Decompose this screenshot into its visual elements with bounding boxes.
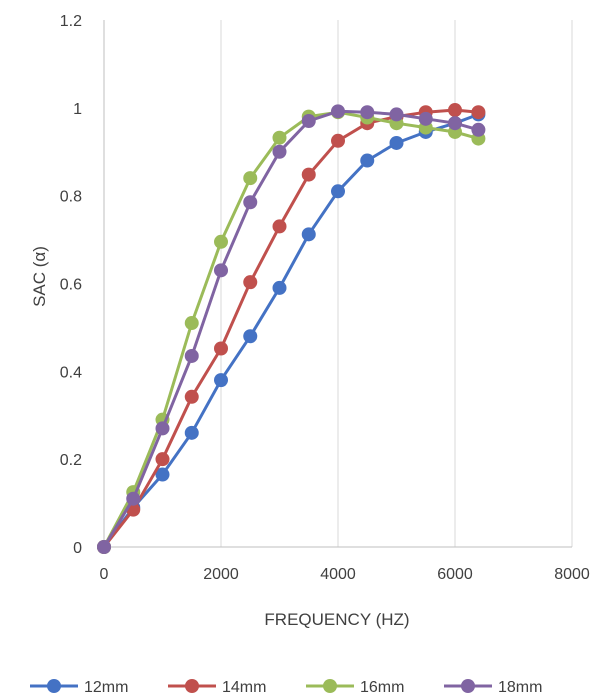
data-point-18mm xyxy=(418,111,433,126)
data-point-18mm xyxy=(97,540,111,554)
legend-marker-18mm xyxy=(461,679,475,693)
legend-item-12mm: 12mm xyxy=(30,679,128,696)
data-point-14mm xyxy=(155,452,170,467)
data-point-12mm xyxy=(331,184,345,199)
y-tick-labels: 0 0.2 0.4 0.6 0.8 1 1.2 xyxy=(60,13,82,557)
data-point-18mm xyxy=(301,114,316,129)
data-point-14mm xyxy=(331,133,345,148)
data-point-18mm xyxy=(272,144,287,159)
series-line-14mm xyxy=(102,108,480,549)
series-14mm xyxy=(97,103,486,554)
data-point-16mm xyxy=(184,316,199,331)
data-point-18mm xyxy=(214,263,228,278)
series-group xyxy=(97,103,486,554)
y-tick-label: 0.2 xyxy=(60,452,82,469)
data-point-18mm xyxy=(448,116,462,131)
data-point-14mm xyxy=(184,389,199,404)
data-point-18mm xyxy=(155,421,170,436)
data-point-12mm xyxy=(360,153,375,168)
data-point-12mm xyxy=(243,329,258,344)
data-point-18mm xyxy=(243,195,258,210)
data-point-18mm xyxy=(331,104,345,119)
series-line-12mm xyxy=(102,112,480,549)
data-point-12mm xyxy=(301,227,316,242)
y-tick-label: 0.6 xyxy=(60,277,82,294)
data-point-16mm xyxy=(272,130,287,145)
legend-item-14mm: 14mm xyxy=(168,679,266,696)
legend-item-16mm: 16mm xyxy=(306,679,404,696)
data-point-18mm xyxy=(184,348,199,363)
data-point-18mm xyxy=(389,107,404,122)
legend-label-14mm: 14mm xyxy=(222,679,266,696)
series-18mm xyxy=(97,104,486,554)
data-point-12mm xyxy=(184,425,199,440)
data-point-18mm xyxy=(471,122,486,137)
legend-item-18mm: 18mm xyxy=(444,679,542,696)
series-16mm xyxy=(97,105,486,554)
data-point-14mm xyxy=(272,219,287,234)
legend-label-16mm: 16mm xyxy=(360,679,404,696)
legend-label-12mm: 12mm xyxy=(84,679,128,696)
x-tick-label: 0 xyxy=(100,566,109,583)
data-point-14mm xyxy=(214,341,228,356)
y-axis-title: SAC (α) xyxy=(30,246,49,307)
data-point-12mm xyxy=(155,467,170,482)
y-tick-label: 1.2 xyxy=(60,13,82,30)
legend-label-18mm: 18mm xyxy=(498,679,542,696)
x-axis-title: FREQUENCY (HZ) xyxy=(264,610,409,629)
x-tick-label: 8000 xyxy=(554,566,590,583)
y-tick-label: 0.8 xyxy=(60,189,82,206)
data-point-14mm xyxy=(471,105,486,120)
y-tick-label: 1 xyxy=(73,101,82,118)
legend-marker-16mm xyxy=(323,679,337,693)
legend: 12mm 14mm 16mm 18mm xyxy=(30,679,542,696)
series-12mm xyxy=(97,107,486,554)
data-point-12mm xyxy=(272,280,287,295)
y-tick-label: 0 xyxy=(73,540,82,557)
axes xyxy=(103,20,572,548)
x-tick-label: 4000 xyxy=(320,566,356,583)
data-point-14mm xyxy=(301,167,316,182)
data-point-14mm xyxy=(448,103,462,118)
data-point-16mm xyxy=(243,171,258,186)
data-point-18mm xyxy=(360,105,375,120)
grid-lines xyxy=(220,20,573,547)
legend-marker-14mm xyxy=(185,679,199,693)
legend-marker-12mm xyxy=(47,679,61,693)
data-point-16mm xyxy=(214,234,228,249)
series-line-16mm xyxy=(102,110,480,549)
series-line-18mm xyxy=(102,109,480,549)
data-point-18mm xyxy=(126,491,141,506)
y-tick-label: 0.4 xyxy=(60,364,82,381)
x-tick-labels: 0 2000 4000 6000 8000 xyxy=(100,566,590,583)
data-point-14mm xyxy=(243,275,258,290)
x-tick-label: 2000 xyxy=(203,566,239,583)
x-tick-label: 6000 xyxy=(437,566,473,583)
data-point-12mm xyxy=(214,373,228,388)
data-point-12mm xyxy=(389,135,404,150)
